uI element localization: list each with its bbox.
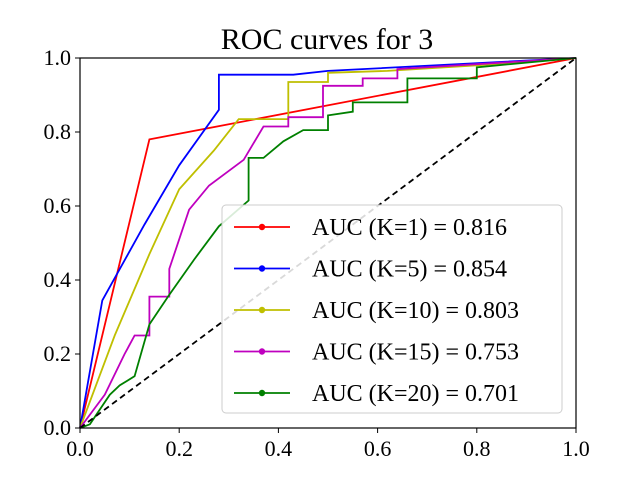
legend-box <box>221 204 563 414</box>
series-line-2 <box>79 57 577 429</box>
plot-frame <box>79 57 577 429</box>
legend-marker <box>258 223 266 231</box>
x-tick-label: 0.4 <box>265 436 293 461</box>
legend-label: AUC (K=5) = 0.854 <box>312 257 507 283</box>
chart-title: ROC curves for 3 <box>221 23 433 56</box>
series-line-1 <box>79 57 577 429</box>
chance-line <box>79 57 577 429</box>
x-tick-label: 1.0 <box>562 436 590 461</box>
y-tick-label: 0.2 <box>44 341 72 366</box>
legend-marker <box>258 348 266 355</box>
x-tick-label: 0.2 <box>165 436 193 461</box>
x-tick-label: 0.6 <box>364 436 392 461</box>
legend-label: AUC (K=10) = 0.803 <box>312 298 519 324</box>
legend-marker <box>258 265 266 272</box>
x-tick-label: 0.0 <box>66 436 94 461</box>
curves-layer <box>79 57 577 429</box>
y-tick-label: 0.6 <box>44 193 72 218</box>
series-line-4 <box>79 57 577 429</box>
y-tick-label: 0.0 <box>44 415 72 440</box>
legend-marker <box>258 389 266 397</box>
legend-label: AUC (K=20) = 0.701 <box>312 381 519 407</box>
y-tick-label: 1.0 <box>44 45 72 70</box>
legend-label: AUC (K=15) = 0.753 <box>312 340 519 366</box>
legend: AUC (K=1) = 0.816 AUC (K=5) = 0.854 AUC (K… <box>221 204 563 414</box>
axis-ticks: 0.0 0.2 0.4 0.6 0.8 1.0 0.0 0.2 0.4 0.6 0.8 1.0 <box>44 45 590 461</box>
y-tick-label: 0.4 <box>44 267 72 292</box>
series-line-5 <box>79 57 577 429</box>
legend-marker <box>258 306 266 314</box>
legend-label: AUC (K=1) = 0.816 <box>312 215 507 241</box>
y-tick-label: 0.8 <box>44 119 72 144</box>
x-tick-label: 0.8 <box>463 436 491 461</box>
